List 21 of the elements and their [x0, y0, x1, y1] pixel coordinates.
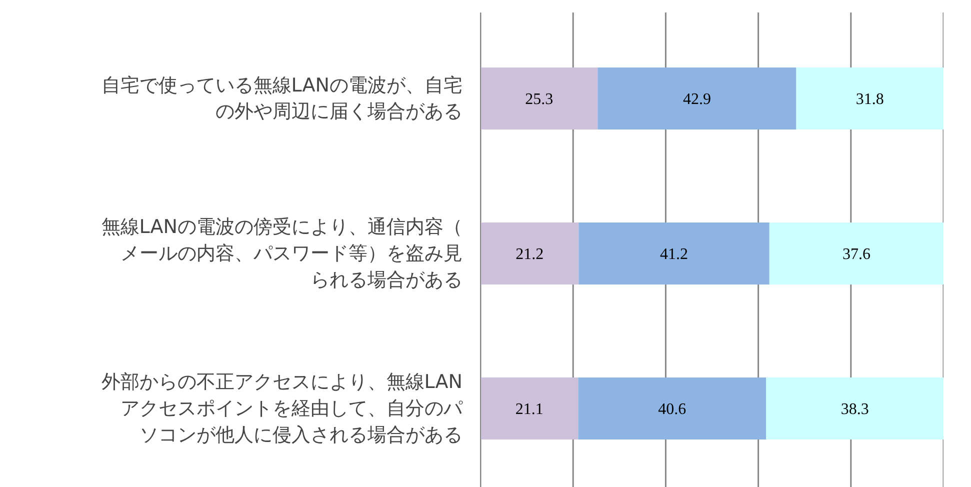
bar: [769, 222, 944, 284]
data-label: 38.3: [840, 400, 869, 418]
data-label: 37.6: [842, 246, 870, 263]
data-label: 41.2: [660, 246, 688, 263]
bar: [578, 222, 770, 284]
data-label: 25.3: [525, 91, 554, 108]
bar: [578, 377, 766, 440]
data-label: 21.1: [515, 400, 544, 418]
data-label: 31.8: [856, 91, 884, 108]
y-tick-label: 外部からの不正アクセスにより、無線LANアクセスポイントを経由して、自分のパソコンが他人に侵入される場合がある: [101, 371, 464, 446]
data-label: 21.2: [516, 246, 544, 263]
data-label: 40.6: [658, 400, 686, 418]
bar: [480, 68, 598, 130]
y-tick-label: 自宅で使っている無線LANの電波が、自宅の外や周辺に届く場合がある: [101, 74, 462, 123]
y-tick-label: 無線LANの電波の傍受により、通信内容（メールの内容、パスワード等）を盗み見られる場合がある: [101, 216, 462, 291]
bar: [766, 377, 944, 440]
data-label: 42.9: [682, 91, 711, 108]
bar: [480, 377, 578, 440]
bar: [796, 68, 944, 130]
bar: [598, 68, 796, 130]
bar: [480, 222, 579, 284]
